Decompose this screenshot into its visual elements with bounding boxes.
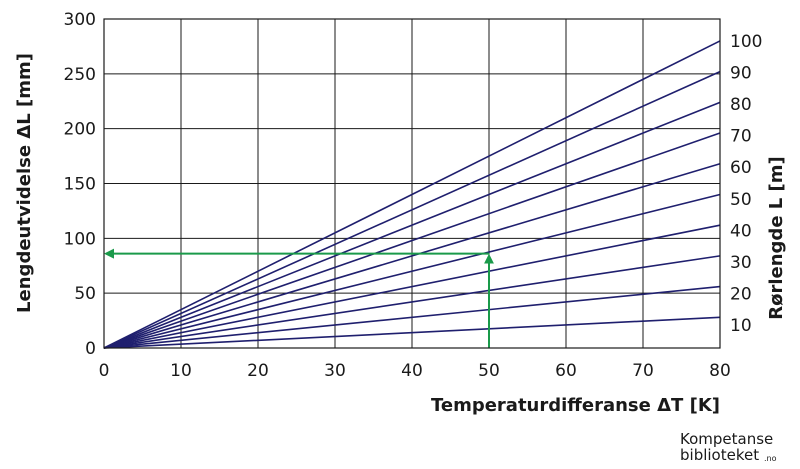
series-line xyxy=(103,70,721,349)
annotation xyxy=(104,248,494,348)
series-line xyxy=(103,193,721,349)
y-tick-label: 250 xyxy=(64,65,96,85)
logo: Kompetanse biblioteket .no xyxy=(680,430,777,464)
series-label: 40 xyxy=(730,221,752,241)
series-label: 60 xyxy=(730,158,752,178)
x-tick-label: 10 xyxy=(170,361,192,381)
y-tick-label: 0 xyxy=(85,339,96,359)
series-label: 90 xyxy=(730,64,752,84)
logo-line-2: biblioteket xyxy=(680,446,759,464)
series-lines xyxy=(103,40,721,349)
y-tick-label: 200 xyxy=(64,120,96,140)
series-label: 70 xyxy=(730,127,752,147)
y-axis-title: Lengdeutvidelse ΔL [mm] xyxy=(14,53,35,313)
x-tick-label: 20 xyxy=(247,361,269,381)
series-label: 10 xyxy=(730,316,752,336)
y-tick-label: 100 xyxy=(64,229,96,249)
series-label: 30 xyxy=(730,253,752,273)
series-label: 100 xyxy=(730,32,762,52)
x-tick-label: 50 xyxy=(478,361,500,381)
y-tick-label: 300 xyxy=(64,10,96,30)
series-line xyxy=(103,285,721,349)
series-line xyxy=(103,255,721,349)
y2-axis-title: Rørlengde L [m] xyxy=(766,156,787,320)
series-label: 20 xyxy=(730,284,752,304)
x-tick-label: 60 xyxy=(555,361,577,381)
logo-tld: .no xyxy=(764,454,777,463)
x-tick-label: 70 xyxy=(632,361,654,381)
series-label: 80 xyxy=(730,95,752,115)
y-tick-labels: 0 50 100 150 200 250 300 xyxy=(64,10,96,359)
series-labels: 10 20 30 40 50 60 70 80 90 100 xyxy=(730,32,762,336)
series-line xyxy=(103,316,721,349)
series-line xyxy=(103,101,721,349)
grid xyxy=(103,18,721,349)
series-label: 50 xyxy=(730,190,752,210)
y-tick-label: 50 xyxy=(74,284,96,304)
x-tick-label: 30 xyxy=(324,361,346,381)
x-tick-labels: 0 10 20 30 40 50 60 70 80 xyxy=(99,361,731,381)
x-tick-label: 80 xyxy=(709,361,731,381)
series-line xyxy=(103,132,721,349)
x-axis-title: Temperaturdifferanse ΔT [K] xyxy=(431,395,720,416)
y-tick-label: 150 xyxy=(64,175,96,195)
logo-line-1: Kompetanse xyxy=(680,430,773,448)
series-line xyxy=(103,40,721,349)
series-line xyxy=(103,162,721,349)
series-line xyxy=(103,224,721,349)
plot-frame xyxy=(103,18,721,349)
x-tick-label: 40 xyxy=(401,361,423,381)
x-tick-label: 0 xyxy=(99,361,110,381)
